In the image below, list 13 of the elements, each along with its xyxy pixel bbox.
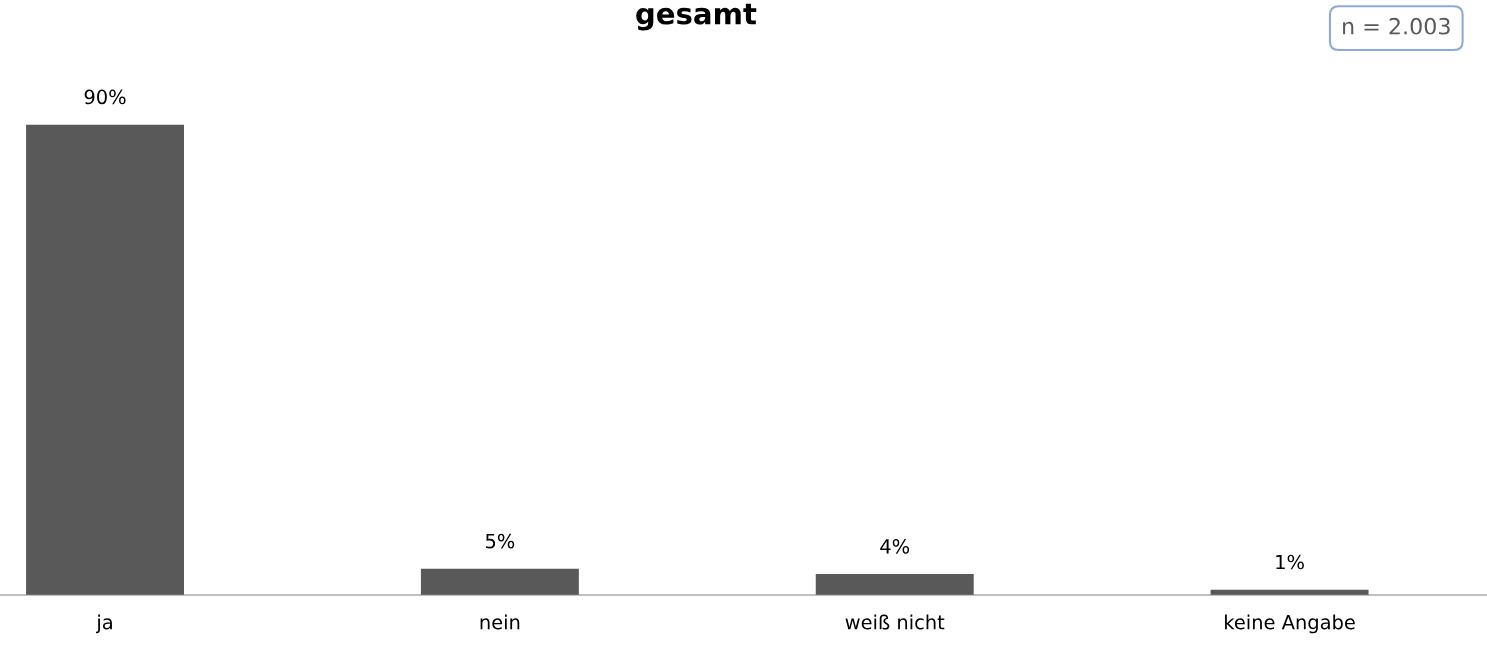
chart-title: gesamt	[636, 3, 757, 31]
data-label: 5%	[485, 533, 515, 549]
bar	[420, 568, 579, 595]
x-tick-label: nein	[480, 614, 520, 630]
text: n = 2.003	[1343, 17, 1450, 35]
data-label: 4%	[880, 538, 910, 554]
bar	[815, 574, 974, 595]
x-tick-label: keine Angabe	[1225, 614, 1355, 634]
x-tick-label: weiß nicht	[845, 614, 945, 630]
data-label: 1%	[1276, 554, 1304, 570]
x-tick-label: ja	[96, 614, 112, 634]
bar	[26, 124, 184, 595]
data-label: 90%	[84, 89, 126, 105]
